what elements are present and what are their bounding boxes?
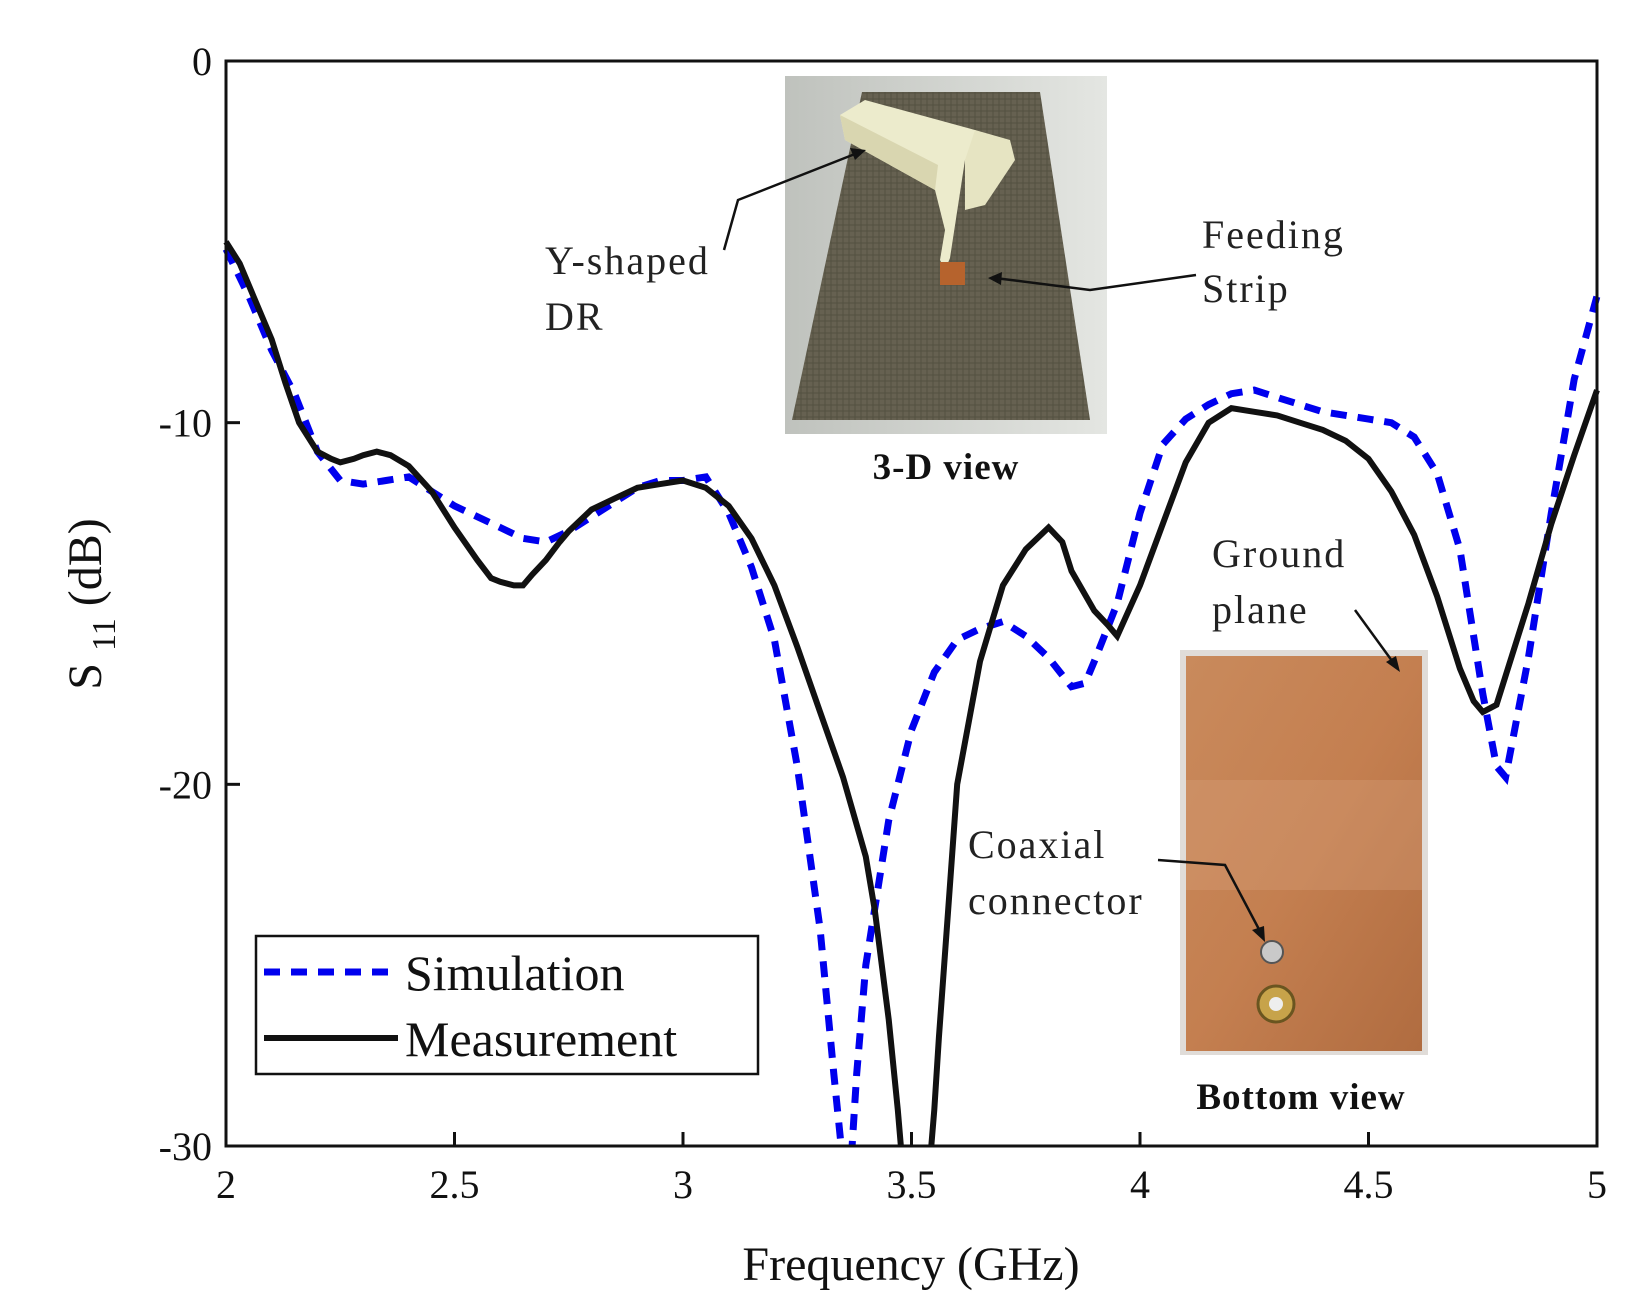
top-margin xyxy=(0,0,1640,61)
label-strip: Strip xyxy=(1202,266,1290,311)
y-tick-label: 0 xyxy=(192,39,212,84)
label-dr: DR xyxy=(545,294,605,339)
x-tick-label: 3.5 xyxy=(887,1162,937,1207)
y-axis-title-sub: 11 xyxy=(86,618,123,651)
label-connector: connector xyxy=(968,878,1144,923)
y-tick-label: -30 xyxy=(159,1124,212,1169)
photo-bottom-view xyxy=(1180,650,1428,1055)
y-tick-label: -10 xyxy=(159,401,212,446)
label-y-shaped: Y-shaped xyxy=(545,238,710,283)
photo-3d-view xyxy=(785,76,1107,434)
y-axis-title-main: S xyxy=(59,663,112,690)
label-coaxial: Coaxial xyxy=(968,822,1106,867)
legend-simulation-label: Simulation xyxy=(405,945,624,1001)
x-axis-title: Frequency (GHz) xyxy=(742,1238,1079,1291)
s11-chart: 3-D view Bottom view Y-shaped DR Feeding… xyxy=(0,0,1640,1314)
legend-measurement-label: Measurement xyxy=(405,1011,677,1067)
inset-bottom-caption: Bottom view xyxy=(1196,1077,1405,1118)
y-axis-title-unit: (dB) xyxy=(59,518,112,606)
label-ground: Ground xyxy=(1212,531,1346,576)
x-tick-label: 5 xyxy=(1587,1162,1607,1207)
x-tick-label: 4.5 xyxy=(1344,1162,1394,1207)
x-tick-label: 3 xyxy=(673,1162,693,1207)
label-feeding: Feeding xyxy=(1202,212,1345,257)
legend: Simulation Measurement xyxy=(256,936,758,1074)
label-plane: plane xyxy=(1212,587,1309,632)
y-tick-label: -20 xyxy=(159,762,212,807)
x-tick-label: 2.5 xyxy=(430,1162,480,1207)
y-axis-title: S 11 (dB) xyxy=(59,518,126,689)
inset-3d-caption: 3-D view xyxy=(873,447,1020,488)
x-tick-label: 2 xyxy=(216,1162,236,1207)
x-tick-label: 4 xyxy=(1130,1162,1150,1207)
